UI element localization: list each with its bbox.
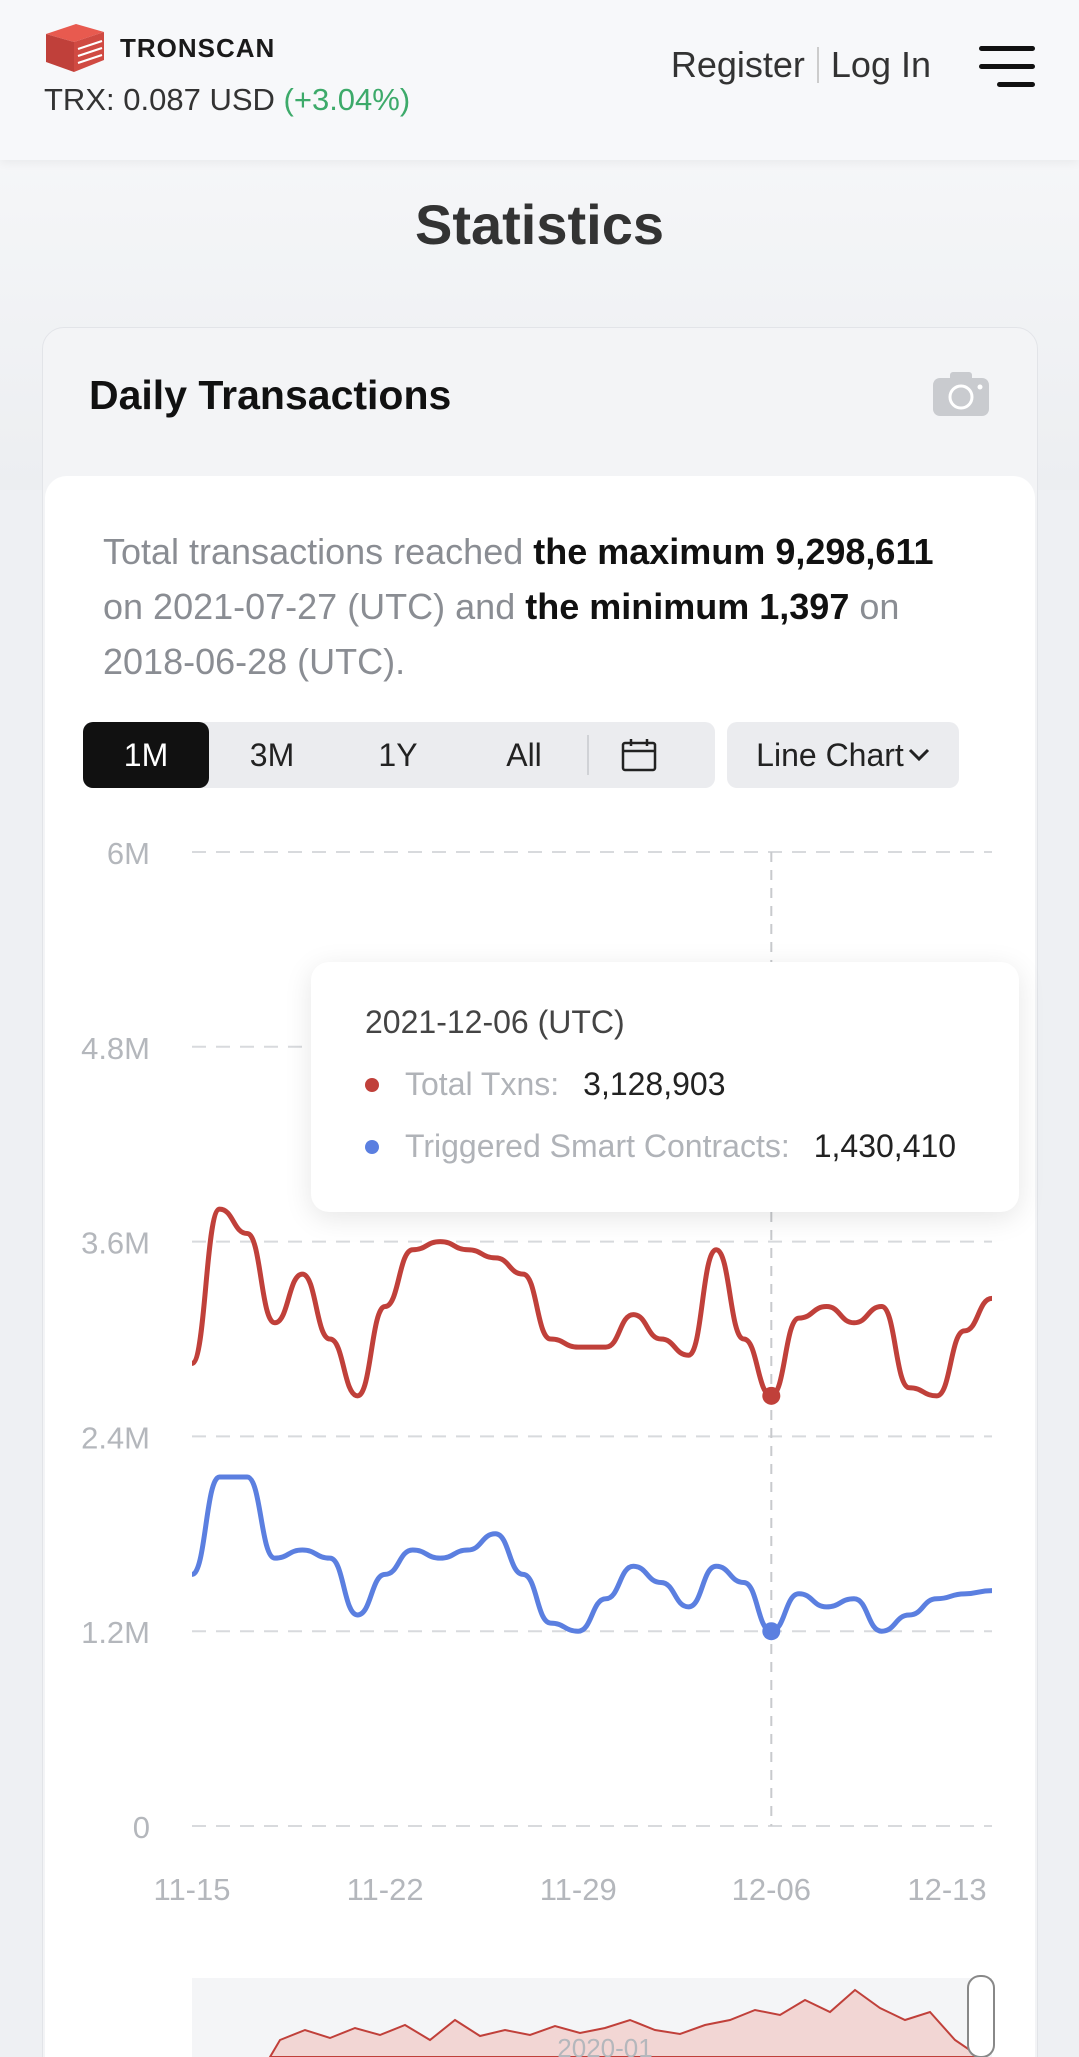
tab-1m[interactable]: 1M [83,722,209,788]
chart-type-select[interactable]: Line Chart [727,722,959,788]
x-tick-label: 11-29 [540,1872,617,1907]
x-tick-label: 12-06 [732,1872,811,1907]
card-title: Daily Transactions [89,372,452,418]
login-link[interactable]: Log In [830,44,931,85]
trx-price: TRX: 0.087 USD (+3.04%) [44,82,410,118]
price-value: 0.087 [123,82,201,117]
calendar-icon[interactable] [589,722,689,788]
tab-all[interactable]: All [506,736,542,773]
y-tick-label: 3.6M [81,1226,150,1261]
txns-dot-icon [365,1077,379,1092]
x-tick-label: 11-22 [347,1872,424,1907]
tooltip-row-contracts: Triggered Smart Contracts: 1,430,410 [365,1128,956,1165]
tab-3m[interactable]: 3M [249,736,295,773]
summary-text: Total transactions reached the maximum 9… [103,524,983,689]
camera-icon[interactable] [933,370,989,421]
chart-tooltip: 2021-12-06 (UTC) Total Txns: 3,128,903 T… [311,962,1019,1212]
summary-part1: Total transactions reached [103,531,534,572]
auth-divider [816,47,819,83]
navigator-label: 2020-01 [557,2033,652,2057]
register-link[interactable]: Register [670,44,805,85]
hover-point-total-txns [762,1386,781,1405]
navigator-handle [967,1975,995,2057]
x-tick-label: 11-15 [154,1872,231,1907]
y-tick-label: 1.2M [81,1615,150,1650]
logo[interactable]: TRONSCAN [42,22,275,74]
contracts-dot-icon [365,1139,379,1154]
top-header: TRONSCAN TRX: 0.087 USD (+3.04%) Registe… [0,0,1079,160]
y-tick-label: 4.8M [81,1031,150,1066]
tooltip-date: 2021-12-06 (UTC) [365,1004,625,1040]
y-tick-label: 0 [133,1810,150,1845]
tooltip-row-txns: Total Txns: 3,128,903 [365,1066,726,1103]
tab-divider [587,735,589,775]
y-tick-label: 6M [107,836,150,871]
tooltip-txns-value: 3,128,903 [583,1066,726,1102]
tooltip-txns-label: Total Txns: [405,1066,560,1102]
series-line-total-txns [189,1206,993,1399]
tronscan-logo-icon [46,24,104,72]
price-unit: USD [209,82,275,117]
logo-text: TRONSCAN [120,32,276,63]
x-tick-label: 12-13 [907,1872,986,1907]
chevron-down-icon [908,748,929,762]
y-tick-label: 2.4M [81,1420,150,1455]
price-prefix: TRX: [44,82,115,117]
summary-min-value: 1,397 [759,586,850,627]
hover-point-smart-contracts [762,1622,781,1641]
summary-part3: on 2018-06-28 (UTC). [103,586,900,682]
tooltip-contracts-value: 1,430,410 [813,1128,957,1164]
navigator-series [268,1988,982,2057]
range-tabs: 1M 3M 1Y All [83,722,715,788]
auth-links: Register Log In [671,44,931,86]
price-change: (+3.04%) [283,82,411,117]
series-line-smart-contracts [190,1474,993,1634]
tooltip-contracts-label: Triggered Smart Contracts: [405,1128,790,1164]
summary-max-label: the maximum [533,531,766,572]
summary-min-label: the minimum [525,586,750,627]
summary-max-value: 9,298,611 [775,531,934,572]
chart-type-label: Line Chart [756,736,904,773]
summary-part2: on 2021-07-27 (UTC) and [103,586,526,627]
hamburger-menu-icon[interactable] [979,46,1035,90]
page-title: Statistics [415,193,664,256]
tab-1y[interactable]: 1Y [378,736,418,773]
